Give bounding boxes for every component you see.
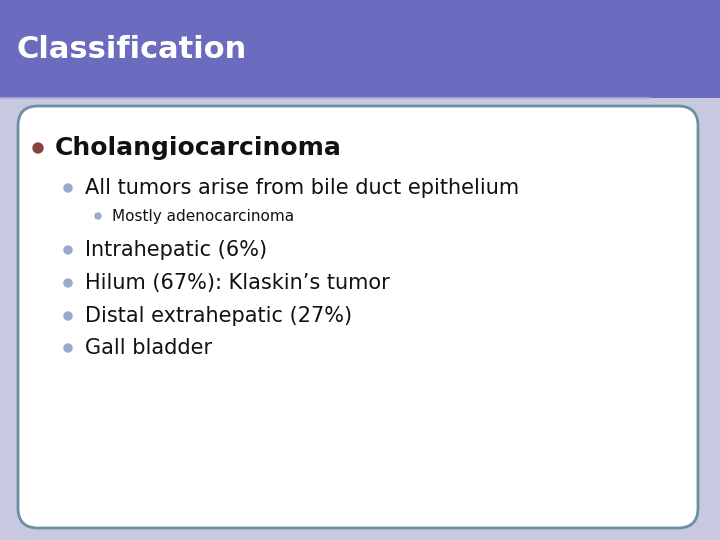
Text: Distal extrahepatic (27%): Distal extrahepatic (27%) — [85, 306, 352, 326]
FancyBboxPatch shape — [18, 106, 698, 528]
Circle shape — [95, 213, 101, 219]
Text: All tumors arise from bile duct epithelium: All tumors arise from bile duct epitheli… — [85, 178, 519, 198]
FancyBboxPatch shape — [0, 0, 720, 98]
Circle shape — [64, 312, 72, 320]
Circle shape — [64, 246, 72, 254]
Text: Cholangiocarcinoma: Cholangiocarcinoma — [55, 136, 342, 160]
Circle shape — [33, 143, 43, 153]
Circle shape — [64, 184, 72, 192]
Text: Gall bladder: Gall bladder — [85, 338, 212, 358]
Text: Intrahepatic (6%): Intrahepatic (6%) — [85, 240, 267, 260]
Text: Mostly adenocarcinoma: Mostly adenocarcinoma — [112, 208, 294, 224]
Circle shape — [64, 279, 72, 287]
Text: Classification: Classification — [16, 35, 246, 64]
Text: Hilum (67%): Klaskin’s tumor: Hilum (67%): Klaskin’s tumor — [85, 273, 390, 293]
Circle shape — [64, 344, 72, 352]
